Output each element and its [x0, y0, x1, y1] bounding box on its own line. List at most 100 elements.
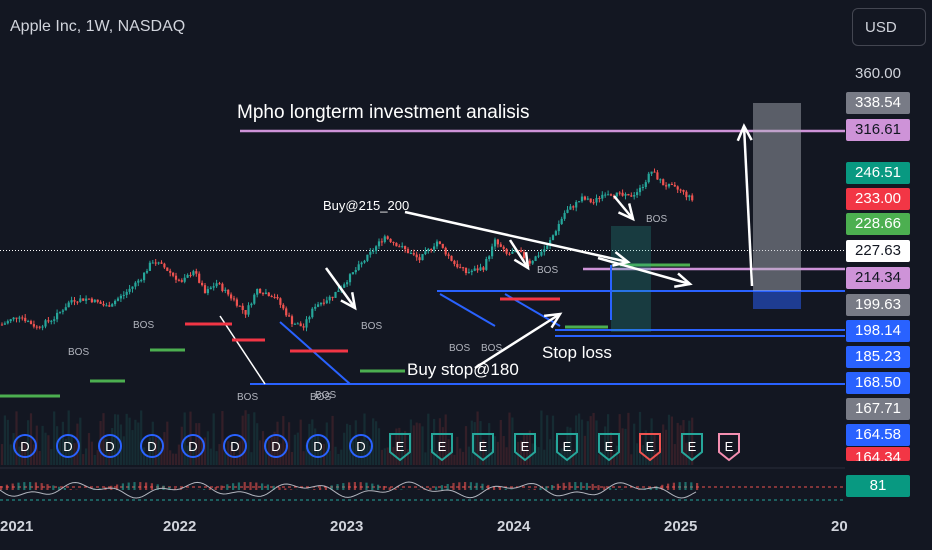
volume-bar	[499, 419, 502, 465]
candle-body	[383, 236, 386, 243]
volume-bar	[282, 416, 285, 465]
oscillator-bar	[203, 489, 206, 490]
volume-bar	[114, 414, 117, 465]
candle-body	[47, 320, 50, 322]
candle-body	[235, 299, 238, 306]
oscillator-bar	[237, 482, 240, 490]
volume-bar	[557, 454, 560, 465]
buy-note: Buy@215_200	[323, 198, 410, 213]
bos-label: BOS	[646, 214, 668, 225]
oscillator-bar	[539, 487, 542, 490]
volume-bar	[9, 444, 12, 465]
candle-body	[319, 302, 323, 305]
candle-body	[192, 271, 195, 276]
volume-bar	[377, 428, 381, 465]
oscillator-bar	[371, 483, 374, 490]
oscillator-bar	[220, 485, 223, 490]
dividend-marker	[223, 434, 247, 458]
candle-body	[53, 319, 56, 321]
candle-body	[331, 296, 334, 298]
candle-body	[682, 190, 685, 192]
volume-bar	[177, 444, 180, 465]
candle-body	[412, 253, 415, 255]
currency-button[interactable]: USD	[852, 8, 926, 46]
price-label: 246.51	[846, 162, 910, 184]
oscillator-bar	[278, 487, 281, 490]
volume-bar	[621, 428, 624, 465]
candle-body	[119, 295, 122, 299]
candle-body	[435, 241, 439, 247]
dividend-letter: D	[147, 439, 156, 454]
volume-bar	[491, 448, 494, 465]
candle-body	[467, 272, 470, 274]
candle-body	[9, 319, 12, 322]
candle-body	[354, 269, 357, 273]
oscillator-bar	[487, 484, 490, 490]
volume-bar	[319, 444, 323, 465]
volume-bar	[293, 434, 296, 465]
candle-body	[180, 280, 183, 282]
oscillator-bar	[382, 486, 385, 490]
volume-bar	[462, 451, 465, 465]
buy-stop-note: Buy stop@180	[407, 360, 519, 379]
candle-body	[238, 305, 241, 307]
price-label: 164.34	[846, 447, 910, 461]
volume-bar	[398, 427, 401, 465]
volume-bar	[682, 420, 685, 465]
oscillator-bar	[23, 482, 26, 490]
volume-bar	[441, 427, 444, 465]
candle-body	[177, 279, 180, 281]
volume-bar	[580, 419, 584, 465]
volume-bar	[256, 423, 259, 465]
candle-body	[116, 298, 120, 301]
oscillator-bar	[17, 482, 20, 490]
volume-bar	[543, 449, 546, 465]
candle-body	[612, 195, 615, 197]
volume-bar	[650, 418, 653, 465]
candle-body	[267, 292, 270, 297]
oscillator-bar	[139, 482, 142, 490]
arrow-head	[736, 123, 753, 142]
earnings-letter: E	[438, 439, 447, 454]
price-label: 198.14	[846, 320, 910, 342]
volume-bar	[96, 450, 99, 465]
earnings-marker	[389, 433, 411, 462]
volume-bar	[296, 432, 299, 465]
x-tick-label: 2022	[163, 518, 197, 535]
volume-bar	[143, 447, 146, 465]
oscillator-bar	[353, 482, 356, 490]
volume-bar	[433, 418, 436, 465]
candle-body	[27, 321, 30, 323]
candle-body	[87, 298, 91, 300]
oscillator-bar	[249, 482, 252, 490]
x-tick-label: 20	[831, 518, 848, 535]
candle-body	[633, 195, 636, 197]
volume-bar	[340, 449, 343, 465]
oscillator-bar	[336, 484, 339, 490]
candle-body	[206, 289, 209, 294]
price-label: 228.66	[846, 213, 910, 235]
candle-body	[50, 320, 53, 322]
volume-bar	[85, 448, 88, 465]
earnings-letter: E	[725, 439, 734, 454]
bos-label: BOS	[361, 321, 383, 332]
candle-body	[6, 321, 9, 324]
candle-body	[572, 206, 575, 208]
volume-bar	[206, 431, 209, 465]
volume-bar	[360, 439, 363, 465]
volume-bar	[563, 446, 566, 465]
volume-bar	[41, 425, 44, 465]
candle-body	[21, 317, 24, 319]
candle-body	[679, 189, 682, 191]
volume-bar	[128, 417, 131, 465]
oscillator-bar	[121, 483, 124, 490]
oscillator-bar	[690, 482, 693, 490]
volume-bar	[64, 438, 67, 465]
oscillator-bar	[272, 485, 275, 490]
volume-bar	[586, 421, 589, 465]
oscillator-bar	[0, 486, 3, 490]
candle-body	[601, 194, 604, 199]
candle-body	[583, 196, 586, 200]
volume-bar	[691, 417, 694, 465]
